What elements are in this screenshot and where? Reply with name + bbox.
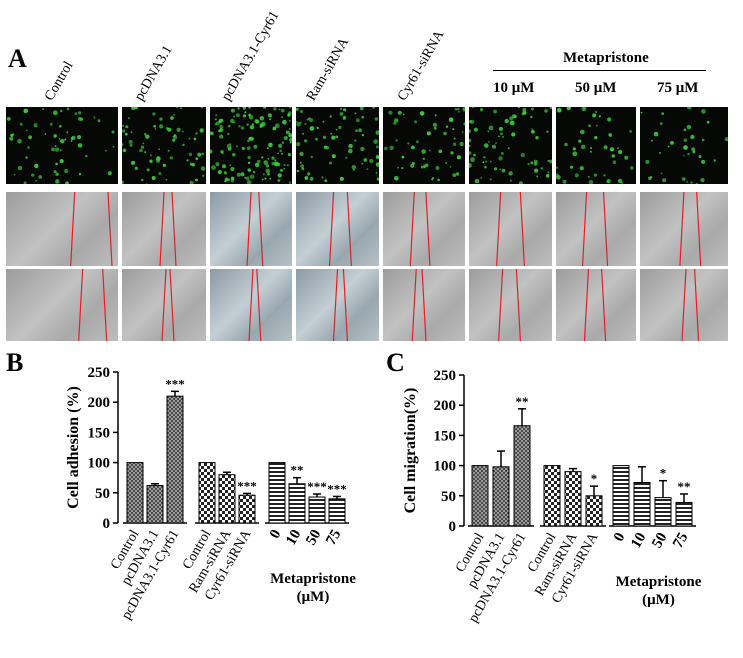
bar: [612, 465, 630, 527]
bar: [564, 471, 582, 527]
fluorescence-image: [556, 107, 636, 184]
column-label: Control: [42, 58, 77, 104]
bar: [633, 482, 651, 527]
significance-mark: **: [678, 479, 691, 494]
significance-mark: **: [516, 394, 529, 409]
conc-label-50: 50 μM: [575, 80, 617, 96]
bar: [513, 425, 531, 527]
group-label: (μM): [297, 589, 330, 605]
scratch-image: [383, 192, 465, 266]
bar: [543, 465, 561, 527]
column-label: Ram-siRNA: [304, 35, 353, 104]
panel-a-letter: A: [8, 44, 27, 73]
scratch-image: [469, 192, 552, 266]
bar: [654, 497, 672, 527]
bar: [218, 474, 236, 524]
bar: [328, 498, 346, 524]
scratch-image: [640, 192, 728, 266]
scratch-image: [6, 269, 118, 341]
significance-mark: **: [291, 463, 304, 478]
y-tick-label: 200: [88, 395, 111, 411]
bar: [198, 462, 216, 524]
bar: [166, 395, 184, 524]
y-tick-label: 250: [434, 368, 457, 384]
bar: [268, 462, 286, 524]
group-label: (μM): [642, 592, 675, 608]
significance-mark: ***: [165, 376, 185, 391]
bar: [492, 466, 510, 527]
fluorescence-image: [383, 107, 465, 184]
bar: [288, 483, 306, 524]
y-tick-label: 0: [103, 516, 111, 532]
y-tick-label: 50: [441, 489, 456, 505]
x-tick-label: 50: [303, 527, 324, 548]
y-axis-label: Cell adhesion (%): [65, 386, 82, 509]
significance-mark: ***: [327, 481, 347, 496]
x-tick-label: 0: [267, 527, 285, 541]
x-tick-label: 75: [323, 527, 344, 548]
y-tick-label: 50: [95, 486, 110, 502]
x-tick-label: 10: [283, 527, 304, 548]
significance-mark: ***: [237, 478, 257, 493]
column-label: pcDNA3.1-Cyr61: [219, 8, 283, 104]
scratch-image: [210, 269, 292, 341]
group-label: Metapristone: [616, 574, 702, 590]
scratch-image: [296, 192, 379, 266]
y-tick-label: 150: [88, 425, 111, 441]
fluorescence-image: [210, 107, 292, 184]
x-tick-label: 75: [670, 530, 691, 551]
x-tick-label: 10: [628, 530, 649, 551]
column-label: pcDNA3.1: [132, 43, 176, 104]
y-tick-label: 250: [88, 365, 111, 381]
bar: [238, 494, 256, 524]
scratch-image: [122, 192, 206, 266]
scratch-image: [383, 269, 465, 341]
conc-label-75: 75 μM: [657, 80, 699, 96]
bar: [146, 485, 164, 524]
scratch-image: [556, 192, 636, 266]
fluorescence-image: [6, 107, 118, 184]
scratch-image: [6, 192, 118, 266]
scratch-image: [210, 192, 292, 266]
y-tick-label: 100: [88, 456, 111, 472]
treatment-bracket: [493, 70, 706, 71]
treatment-label: Metapristone: [563, 50, 649, 66]
panel-c-letter: C: [386, 348, 405, 377]
significance-mark: *: [591, 471, 598, 486]
fluorescence-image: [469, 107, 552, 184]
y-tick-label: 200: [434, 398, 457, 414]
conc-label-10: 10 μM: [493, 80, 535, 96]
y-tick-label: 150: [434, 428, 457, 444]
scratch-image: [122, 269, 206, 341]
fluorescence-image: [296, 107, 379, 184]
scratch-image: [640, 269, 728, 341]
scratch-image: [469, 269, 552, 341]
x-tick-label: 50: [649, 530, 670, 551]
significance-mark: ***: [307, 479, 327, 494]
bar: [308, 496, 326, 524]
bar: [126, 462, 144, 524]
y-tick-label: 0: [449, 519, 457, 535]
column-label: Cyr61-siRNA: [395, 27, 448, 104]
fluorescence-image: [640, 107, 728, 184]
y-axis-label: Cell migration(%): [402, 388, 419, 514]
panel-b-letter: B: [6, 348, 24, 377]
bar: [585, 495, 603, 527]
fluorescence-image: [122, 107, 206, 184]
bar: [471, 465, 489, 527]
scratch-image: [556, 269, 636, 341]
group-label: Metapristone: [270, 571, 356, 587]
x-tick-label: 0: [611, 530, 629, 544]
y-tick-label: 100: [434, 459, 457, 475]
significance-mark: *: [660, 466, 667, 481]
scratch-image: [296, 269, 379, 341]
bar: [675, 501, 693, 527]
